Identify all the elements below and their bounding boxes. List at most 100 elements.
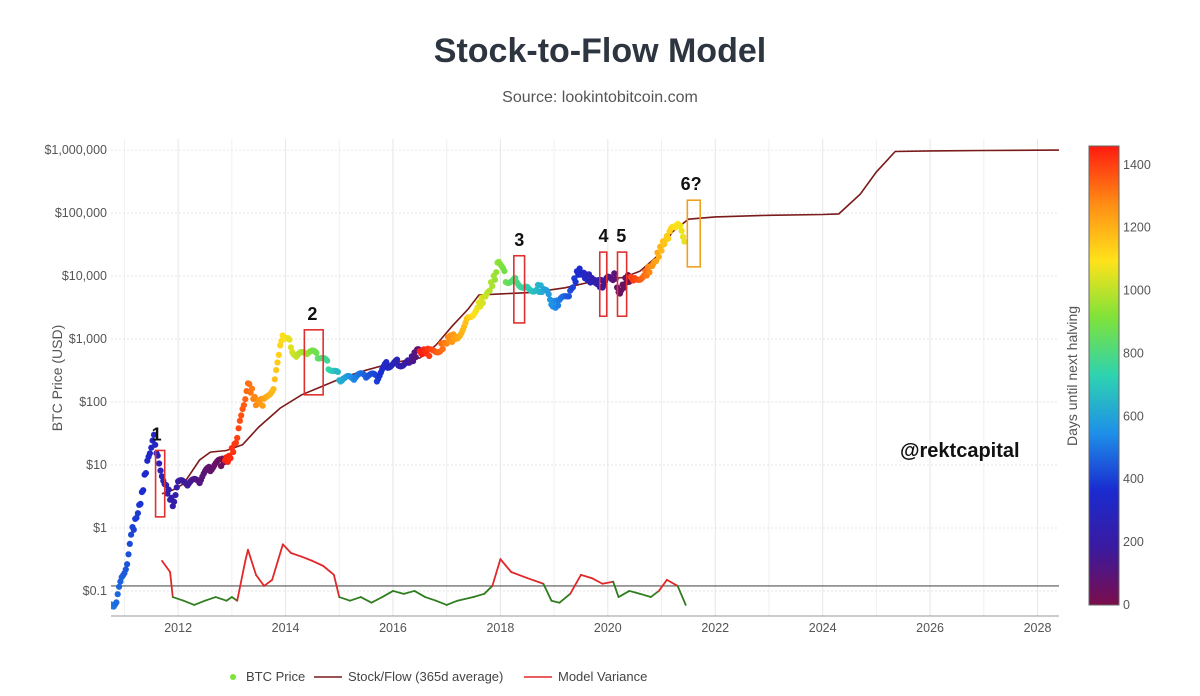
- legend-btc-price-swatch: [230, 674, 236, 680]
- btc-price-point: [501, 268, 508, 275]
- btc-price-point: [137, 500, 144, 507]
- btc-price-point: [486, 287, 493, 294]
- model-variance-segment: [483, 585, 494, 595]
- btc-price-point: [658, 247, 665, 254]
- btc-price-point: [128, 531, 135, 538]
- btc-price-point: [230, 449, 237, 456]
- y-tick-label: $10: [86, 458, 107, 472]
- plot-area: [111, 139, 1059, 616]
- btc-price-point: [173, 484, 180, 491]
- btc-price-point: [665, 235, 672, 242]
- x-tick-label: 2016: [379, 621, 407, 635]
- model-variance-segment: [255, 573, 265, 587]
- annotation-box: [598, 251, 608, 318]
- colorbar-tick-label: 600: [1123, 409, 1144, 423]
- btc-price-point: [270, 386, 277, 393]
- btc-price-point: [655, 253, 663, 260]
- model-variance-segment: [542, 582, 553, 602]
- model-variance-segment: [236, 559, 247, 602]
- btc-price-point: [383, 359, 390, 366]
- colorbar-title: Days until next halving: [1064, 306, 1080, 446]
- model-variance-segment: [472, 592, 486, 598]
- btc-price-point: [572, 278, 579, 286]
- btc-price-point: [565, 293, 573, 300]
- model-variance-segment: [204, 596, 217, 602]
- colorbar-tick-label: 800: [1123, 346, 1144, 360]
- legend-item-btc-price: BTC Price: [230, 669, 305, 684]
- annotation-label: 1: [152, 424, 162, 444]
- annotation-box: [616, 251, 628, 318]
- annotation-label: 5: [616, 226, 626, 246]
- y-axis-title: BTC Price (USD): [49, 325, 65, 432]
- btc-price-point: [620, 284, 628, 291]
- annotation-box: [513, 254, 526, 324]
- btc-price-point: [122, 566, 129, 573]
- btc-price-point: [146, 450, 153, 457]
- y-tick-label: $100,000: [55, 206, 107, 220]
- model-variance-segment: [657, 578, 668, 592]
- btc-price-point: [545, 291, 552, 298]
- y-tick-label: $10,000: [62, 269, 107, 283]
- btc-price-point: [152, 441, 159, 448]
- btc-price-point: [274, 359, 281, 366]
- btc-price-point: [576, 265, 583, 272]
- btc-price-point: [142, 470, 149, 477]
- model-variance-segment: [617, 590, 631, 598]
- btc-price-point: [324, 357, 331, 364]
- btc-price-point: [165, 486, 172, 493]
- btc-price-point: [313, 349, 320, 356]
- btc-price-point: [271, 376, 278, 383]
- axes: 2012 2014 2016 2018 2020 2022 2024 2026 2028 $0.1…: [44, 143, 1059, 635]
- colorbar: 0 200 400 600 800 1000 1200 1400: [1088, 145, 1151, 612]
- btc-price-point: [157, 467, 164, 474]
- legend-item-stock-flow: Stock/Flow (365d average): [314, 669, 503, 684]
- colorbar-tick-label: 1000: [1123, 284, 1151, 298]
- btc-price-point: [287, 344, 294, 351]
- y-tick-label: $100: [79, 395, 107, 409]
- btc-price-point: [114, 591, 121, 598]
- model-variance-segment: [281, 543, 292, 554]
- x-tick-label: 2022: [701, 621, 729, 635]
- legend-stock-flow-label: Stock/Flow (365d average): [348, 669, 503, 684]
- model-variance-segment: [225, 596, 233, 602]
- annotation-label: 6?: [681, 174, 702, 194]
- btc-price-point: [172, 492, 179, 499]
- model-variance-segment: [402, 590, 416, 595]
- legend-item-model-variance: Model Variance: [524, 669, 647, 684]
- btc-price-point: [236, 417, 243, 424]
- btc-price-point: [677, 222, 684, 229]
- model-variance-segment: [445, 599, 459, 606]
- btc-price-point: [227, 455, 234, 462]
- btc-price-point: [130, 526, 137, 533]
- btc-price-point: [125, 551, 132, 558]
- btc-price-point: [334, 368, 341, 375]
- model-variance-segment: [322, 564, 335, 576]
- series-layer: [111, 149, 1059, 610]
- btc-price-point: [235, 425, 242, 432]
- model-variance-segment: [300, 555, 314, 562]
- model-variance-segment: [558, 592, 572, 604]
- model-variance-segment: [214, 596, 228, 602]
- model-variance-segment: [435, 599, 448, 606]
- model-variance-segment: [381, 590, 394, 598]
- btc-price-point: [679, 233, 687, 240]
- model-variance-segment: [510, 571, 529, 579]
- colorbar-tick-label: 1200: [1123, 221, 1151, 235]
- legend-model-variance-label: Model Variance: [558, 669, 647, 684]
- model-variance-segment: [612, 580, 620, 598]
- model-variance-segment: [628, 590, 641, 595]
- model-variance-segment: [230, 596, 239, 602]
- model-variance-segment: [590, 577, 604, 585]
- model-variance-segment: [193, 599, 206, 606]
- model-variance-segment: [601, 580, 615, 585]
- model-variance-segment: [169, 571, 174, 598]
- model-variance-segment: [580, 573, 593, 579]
- annotation-label: 2: [307, 304, 317, 324]
- btc-price-point: [273, 367, 280, 374]
- colorbar-tick-label: 200: [1123, 535, 1144, 549]
- colorbar-gradient: [1088, 145, 1120, 606]
- model-variance-segment: [392, 590, 405, 595]
- legend: BTC Price Stock/Flow (365d average) Model …: [230, 669, 647, 684]
- btc-price-point: [678, 227, 685, 234]
